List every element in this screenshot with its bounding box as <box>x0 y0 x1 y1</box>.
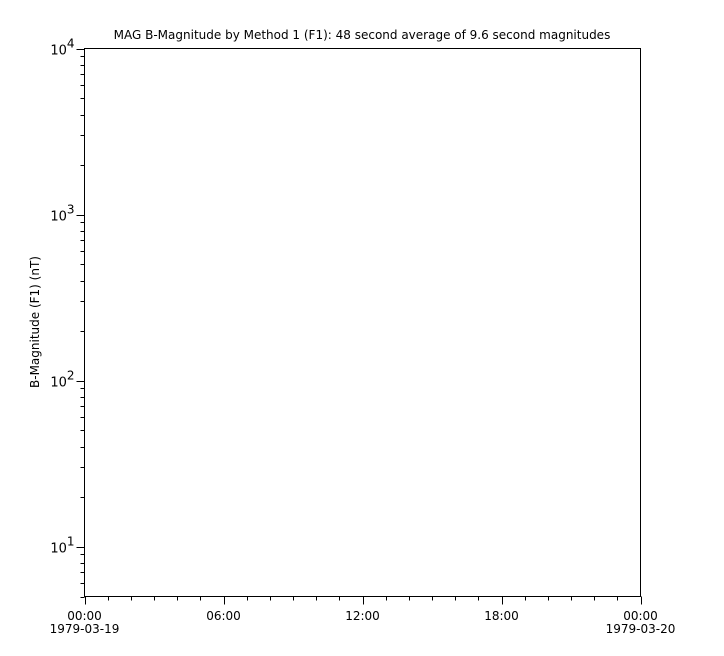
x-tick-date-label: 1979-03-20 <box>606 622 676 636</box>
y-tick-label: 103 <box>50 203 74 225</box>
x-tick-label: 18:00 <box>484 609 519 623</box>
y-tick-label: 101 <box>50 535 74 557</box>
y-axis: 101 102 103 104 <box>50 37 85 598</box>
y-tick-label: 104 <box>50 37 74 59</box>
y-tick-label: 102 <box>50 369 74 391</box>
x-tick-label: 12:00 <box>345 609 380 623</box>
plot-frame <box>84 48 641 597</box>
chart-title: MAG B-Magnitude by Method 1 (F1): 48 sec… <box>114 28 611 42</box>
x-tick-label: 00:00 <box>67 609 102 623</box>
x-tick-date-label: 1979-03-19 <box>50 622 120 636</box>
x-tick-label: 06:00 <box>206 609 241 623</box>
x-tick-label: 00:00 <box>623 609 658 623</box>
y-axis-label: B-Magnitude (F1) (nT) <box>28 256 42 388</box>
